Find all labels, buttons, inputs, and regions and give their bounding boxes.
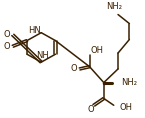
Text: HN: HN bbox=[28, 26, 40, 35]
Text: O: O bbox=[4, 30, 10, 39]
Text: NH₂: NH₂ bbox=[106, 2, 122, 11]
Text: NH: NH bbox=[36, 51, 49, 60]
Text: O: O bbox=[4, 42, 10, 51]
Text: O: O bbox=[71, 64, 77, 74]
Text: O: O bbox=[88, 105, 94, 114]
Text: OH: OH bbox=[90, 46, 103, 55]
Text: NH₂: NH₂ bbox=[121, 78, 137, 87]
Text: OH: OH bbox=[119, 103, 132, 112]
